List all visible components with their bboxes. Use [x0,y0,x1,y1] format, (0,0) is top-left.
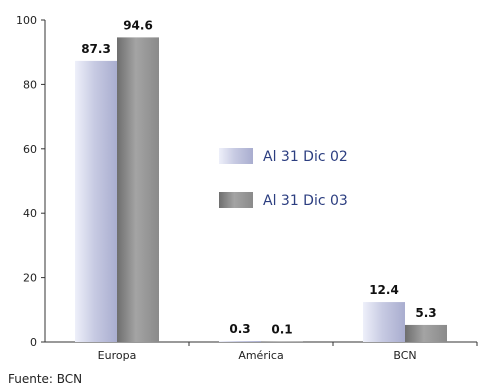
data-label: 5.3 [415,306,436,320]
data-label: 87.3 [81,42,111,56]
axes: 0 20 40 60 80 100 Europa América BCN [16,14,478,362]
y-tick-label: 40 [23,207,37,220]
legend-swatch [219,192,253,208]
source-note: Fuente: BCN [8,372,83,386]
bar [75,60,117,342]
y-tick-label: 100 [16,14,37,27]
bars: 87.3 94.6 0.3 0.1 12.4 5.3 [75,18,447,342]
y-tick-label: 20 [23,272,37,285]
data-label: 0.1 [271,323,292,337]
data-label: 0.3 [229,322,250,336]
bar [405,324,447,342]
legend-label: Al 31 Dic 03 [263,193,348,209]
x-tick-label: Europa [98,349,137,362]
x-tick-label: América [238,349,283,362]
y-tick-label: 80 [23,78,37,91]
legend-swatch [219,148,253,164]
x-tick-label: BCN [393,349,416,362]
y-tick-label: 0 [30,336,37,349]
bar [363,302,405,342]
data-label: 94.6 [123,18,153,32]
y-tick-label: 60 [23,143,37,156]
data-label: 12.4 [369,283,399,297]
legend-label: Al 31 Dic 02 [263,149,348,165]
bar [219,341,261,342]
legend: Al 31 Dic 02 Al 31 Dic 03 [219,148,348,209]
bar [117,37,159,342]
